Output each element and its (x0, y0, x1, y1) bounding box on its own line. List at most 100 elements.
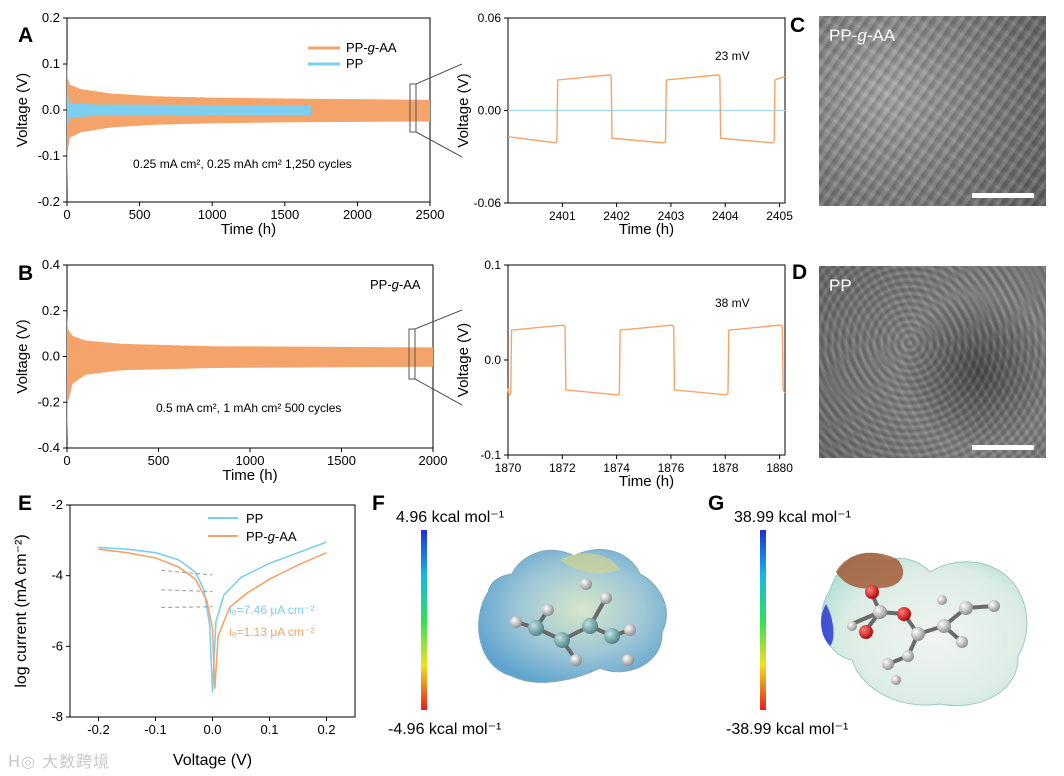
panel-letter-f: F (372, 492, 385, 515)
y-tick-label: 0.0 (42, 349, 60, 364)
y-axis-label: log current (mA cm⁻²) (13, 534, 30, 687)
series-band (67, 315, 433, 439)
tangent-guide (161, 606, 213, 608)
y-tick-label: -4 (51, 568, 63, 583)
tangent-guide (161, 589, 213, 593)
y-axis-label: Voltage (V) (455, 323, 472, 397)
y-tick-label: -2 (51, 497, 63, 512)
x-axis-label: Time (h) (221, 221, 276, 238)
watermark-icon: ᕼ◎ (8, 752, 43, 771)
y-tick-label: -0.4 (38, 440, 60, 455)
zoom-line-b-top (414, 309, 463, 330)
x-tick-label: 2000 (419, 453, 448, 468)
exchange-current-label: i₀=7.46 μA cm⁻² (229, 603, 314, 617)
panel-letter-d: D (792, 261, 807, 284)
y-axis-label: Voltage (V) (14, 73, 31, 147)
y-tick-label: 0.00 (478, 104, 502, 118)
panel-letter-b: B (18, 262, 33, 285)
x-tick-label: 2404 (712, 209, 739, 223)
plot-e: -0.2 -0.1 0.0 0.1 0.2 -8 -6 -4 -2 Voltage (V) log … (13, 497, 356, 769)
zoom-connectors (408, 63, 463, 406)
esp-surface-g (821, 552, 1028, 706)
x-tick-label: 2500 (416, 207, 445, 222)
annotation: 0.5 mA cm², 1 mAh cm² 500 cycles (156, 401, 341, 415)
y-tick-label: -0.2 (38, 194, 60, 209)
sem-label-c: PP-g-AA (829, 26, 896, 45)
y-tick-label: 0.4 (42, 257, 60, 272)
legend-label: PP-g-AA (370, 277, 421, 292)
y-tick-label: -0.1 (38, 148, 60, 163)
panel-letter-a: A (18, 24, 33, 47)
zoom-box-b (408, 328, 416, 380)
x-tick-label: 0 (63, 453, 70, 468)
y-tick-label: -8 (51, 709, 63, 724)
x-tick-label: 1500 (327, 453, 356, 468)
tafel-curve (98, 548, 327, 689)
x-tick-label: 2401 (549, 209, 576, 223)
sem-label-d: PP (829, 276, 852, 295)
colorbar-g (760, 530, 766, 710)
legend-label: PP-g-AA (246, 529, 297, 544)
y-tick-label: -0.2 (38, 394, 60, 409)
voltage-trace (507, 324, 786, 397)
scale-bar-d (972, 445, 1034, 450)
x-tick-label: 0.1 (260, 722, 278, 737)
x-tick-label: 1000 (198, 207, 227, 222)
x-tick-label: 1878 (712, 461, 739, 475)
y-tick-label: 0.0 (484, 353, 501, 367)
x-tick-label: 1874 (603, 461, 630, 475)
exchange-current-label: i₀=1.13 μA cm⁻² (229, 625, 314, 639)
panel-letter-g: G (708, 492, 724, 515)
legend-label: PP (246, 511, 263, 526)
colorbar-f-bottom-label: -4.96 kcal mol⁻¹ (388, 721, 501, 738)
x-tick-label: 1880 (766, 461, 793, 475)
y-tick-label: 0.06 (478, 11, 502, 25)
colorbar-f-top-label: 4.96 kcal mol⁻¹ (396, 509, 504, 526)
panel-letter-e: E (18, 492, 32, 515)
series-band (67, 91, 311, 129)
panel-e: E -0.2 -0.1 0.0 0.1 0.2 -8 -6 -4 -2 Voltage (V) lo… (13, 492, 356, 769)
annotation: 38 mV (715, 296, 750, 310)
colorbar-f (421, 530, 427, 710)
legend-label: PP-g-AA (346, 40, 397, 55)
y-tick-label: -6 (51, 638, 63, 653)
x-tick-label: 2403 (658, 209, 685, 223)
esp-surface-f (478, 549, 667, 683)
watermark: ᕼ◎ 大数跨境 (8, 752, 111, 771)
y-tick-label: 0.1 (42, 56, 60, 71)
x-axis-label: Time (h) (222, 467, 277, 484)
y-tick-label: 0.0 (42, 102, 60, 117)
plot-a-zoom: 2401 2402 2403 2404 2405 -0.06 0.00 0.06 Time (h… (455, 11, 793, 238)
x-axis-label: Voltage (V) (173, 752, 252, 769)
plot-a: 0 500 1000 1500 2000 2500 -0.2 -0.1 0.0 0.1 0.2 Tim… (14, 10, 444, 238)
esp-surface-g-positive-edge (821, 604, 834, 646)
x-axis-label: Time (h) (619, 221, 674, 238)
annotation: 0.25 mA cm², 0.25 mAh cm² 1,250 cycles (133, 157, 352, 171)
plot-frame (507, 264, 786, 456)
legend-label: PP (346, 56, 363, 71)
plot-b: 0 500 1000 1500 2000 -0.4 -0.2 0.0 0.2 0.4 Time (h… (14, 257, 447, 484)
sem-image-d: PP (819, 266, 1046, 458)
zoom-box-a (409, 83, 417, 133)
x-tick-label: 0.0 (203, 722, 221, 737)
tangent-guide (161, 569, 213, 576)
panel-g: G 38.99 kcal mol⁻¹ -38.99 kcal mol⁻¹ (708, 492, 1028, 738)
y-axis-label: Voltage (V) (14, 319, 31, 393)
esp-surface-g-negative-region (836, 552, 904, 589)
x-tick-label: 0.2 (317, 722, 335, 737)
y-tick-label: 0.1 (484, 258, 501, 272)
y-axis-label: Voltage (V) (455, 73, 472, 147)
x-tick-label: 1000 (236, 453, 265, 468)
x-tick-label: 2402 (603, 209, 630, 223)
x-tick-label: 1872 (549, 461, 576, 475)
zoom-line-b-bottom (414, 378, 463, 406)
x-tick-label: 1870 (495, 461, 522, 475)
x-tick-label: -0.2 (87, 722, 109, 737)
colorbar-g-bottom-label: -38.99 kcal mol⁻¹ (726, 721, 848, 738)
x-tick-label: 1876 (658, 461, 685, 475)
esp-surface-f-warm-region (560, 553, 620, 574)
plot-b-zoom: 1870 1872 1874 1876 1878 1880 -0.1 0.0 0.1 Time (… (455, 258, 793, 490)
annotation: 23 mV (715, 49, 750, 63)
esp-surface-f-shape (478, 549, 667, 683)
